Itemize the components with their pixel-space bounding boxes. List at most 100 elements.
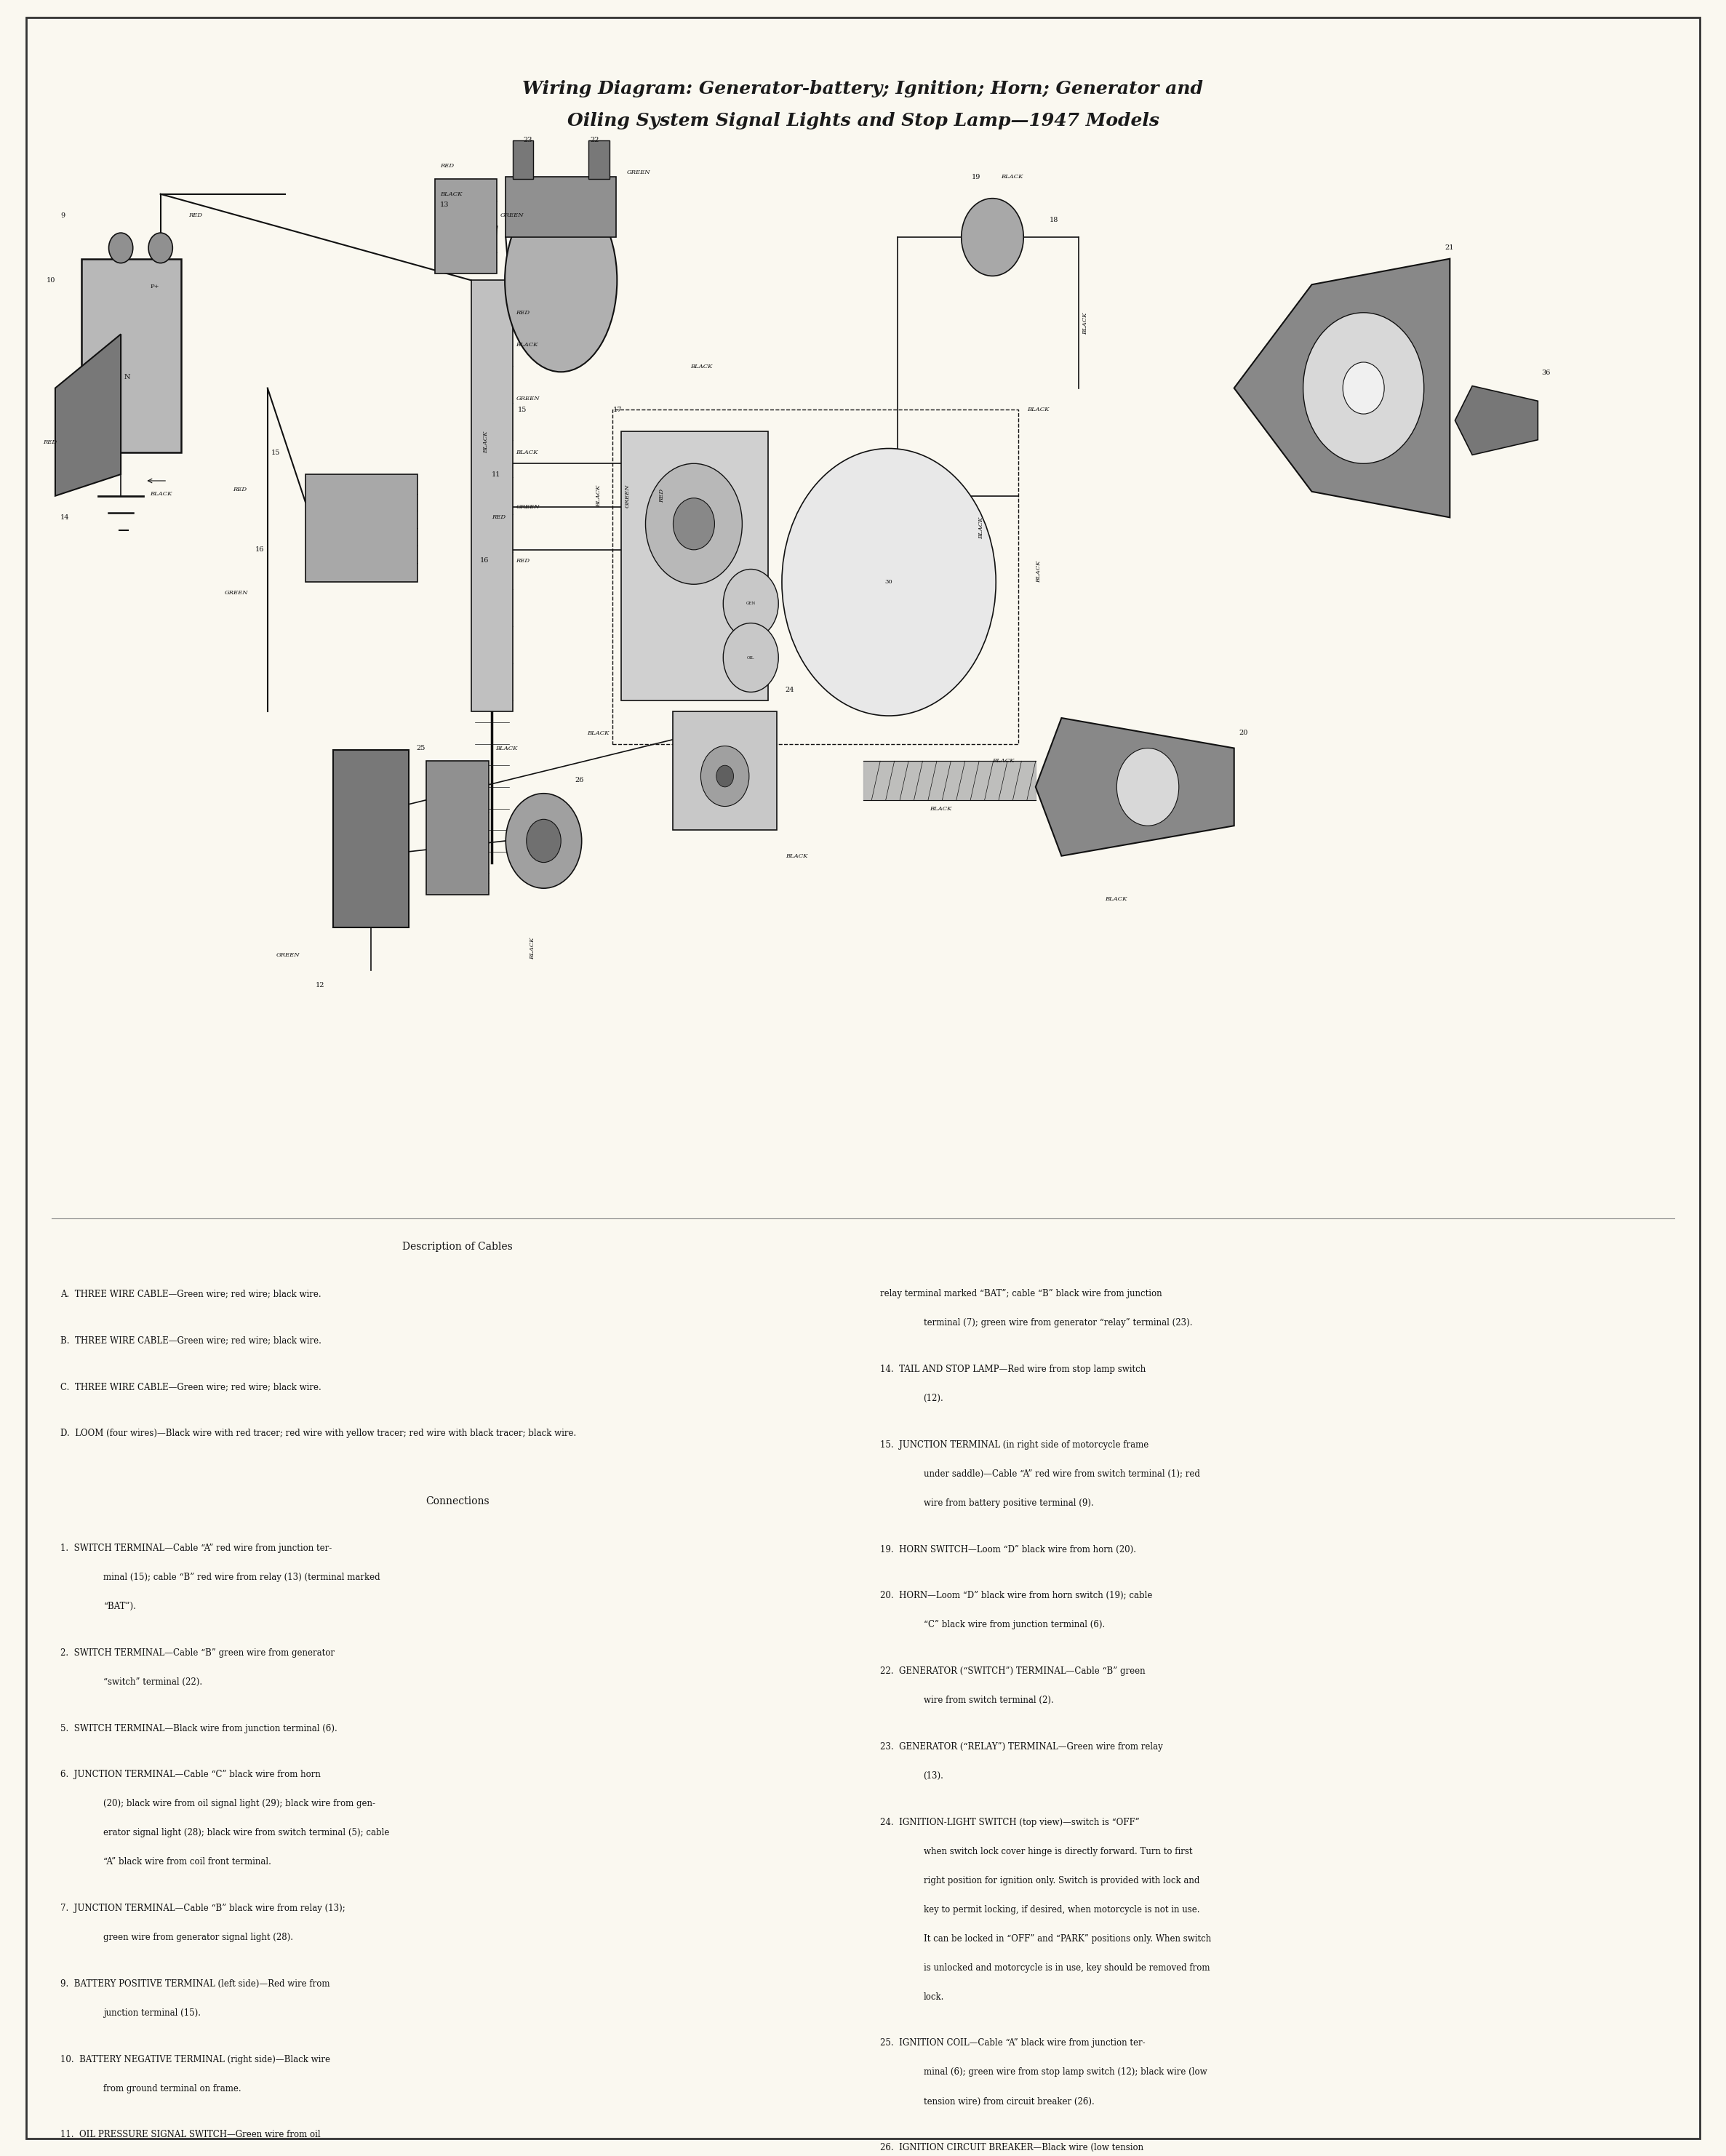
Text: A.  THREE WIRE CABLE—Green wire; red wire; black wire.: A. THREE WIRE CABLE—Green wire; red wire… [60, 1289, 321, 1298]
Text: 26.  IGNITION CIRCUIT BREAKER—Black wire (low tension: 26. IGNITION CIRCUIT BREAKER—Black wire … [880, 2143, 1144, 2152]
Text: GREEN: GREEN [501, 213, 525, 218]
Text: 14.  TAIL AND STOP LAMP—Red wire from stop lamp switch: 14. TAIL AND STOP LAMP—Red wire from sto… [880, 1365, 1146, 1373]
Text: 25: 25 [416, 744, 425, 752]
Text: BLACK: BLACK [785, 854, 808, 858]
Text: BLACK: BLACK [1036, 561, 1041, 582]
Text: wire from battery positive terminal (9).: wire from battery positive terminal (9). [923, 1498, 1094, 1507]
Text: BLACK: BLACK [587, 731, 609, 735]
Text: erator signal light (28); black wire from switch terminal (5); cable: erator signal light (28); black wire fro… [104, 1828, 390, 1837]
Bar [621, 431, 768, 701]
Text: 22.  GENERATOR (“SWITCH”) TERMINAL—Cable “B” green: 22. GENERATOR (“SWITCH”) TERMINAL—Cable … [880, 1667, 1146, 1675]
Text: BLACK: BLACK [992, 759, 1015, 763]
Text: 25.  IGNITION COIL—Cable “A” black wire from junction ter-: 25. IGNITION COIL—Cable “A” black wire f… [880, 2040, 1146, 2048]
Circle shape [1303, 313, 1424, 464]
Text: GREEN: GREEN [516, 397, 540, 401]
Text: OIL: OIL [747, 655, 754, 660]
Text: 15: 15 [518, 405, 526, 414]
Text: Oiling System Signal Lights and Stop Lamp—1947 Models: Oiling System Signal Lights and Stop Lam… [566, 112, 1160, 129]
Circle shape [1343, 362, 1384, 414]
Text: 17: 17 [613, 405, 621, 414]
Text: under saddle)—Cable “A” red wire from switch terminal (1); red: under saddle)—Cable “A” red wire from sw… [923, 1470, 1200, 1479]
Text: 2.  SWITCH TERMINAL—Cable “B” green wire from generator: 2. SWITCH TERMINAL—Cable “B” green wire … [60, 1649, 335, 1658]
Circle shape [109, 233, 133, 263]
Text: 24.  IGNITION-LIGHT SWITCH (top view)—switch is “OFF”: 24. IGNITION-LIGHT SWITCH (top view)—swi… [880, 1818, 1139, 1826]
Text: tension wire) from circuit breaker (26).: tension wire) from circuit breaker (26). [923, 2098, 1094, 2106]
Text: RED: RED [43, 440, 57, 444]
Text: 19: 19 [972, 172, 980, 181]
Bar [426, 761, 488, 895]
Text: “C” black wire from junction terminal (6).: “C” black wire from junction terminal (6… [923, 1621, 1105, 1630]
Text: “switch” terminal (22).: “switch” terminal (22). [104, 1677, 202, 1686]
Text: wire from switch terminal (2).: wire from switch terminal (2). [923, 1697, 1053, 1705]
Text: relay terminal marked “BAT”; cable “B” black wire from junction: relay terminal marked “BAT”; cable “B” b… [880, 1289, 1162, 1298]
Text: 6.  JUNCTION TERMINAL—Cable “C” black wire from horn: 6. JUNCTION TERMINAL—Cable “C” black wir… [60, 1770, 321, 1779]
Text: BLACK: BLACK [495, 746, 518, 750]
Text: is unlocked and motorcycle is in use, key should be removed from: is unlocked and motorcycle is in use, ke… [923, 1964, 1210, 1973]
Text: 26: 26 [575, 776, 583, 785]
Text: junction terminal (15).: junction terminal (15). [104, 2009, 200, 2018]
Text: Wiring Diagram: Generator-battery; Ignition; Horn; Generator and: Wiring Diagram: Generator-battery; Ignit… [523, 80, 1203, 97]
Text: D.  LOOM (four wires)—Black wire with red tracer; red wire with yellow tracer; r: D. LOOM (four wires)—Black wire with red… [60, 1429, 576, 1438]
Text: 5.  SWITCH TERMINAL—Black wire from junction terminal (6).: 5. SWITCH TERMINAL—Black wire from junct… [60, 1725, 337, 1733]
Text: 23: 23 [523, 136, 532, 144]
Text: BLACK: BLACK [1082, 313, 1087, 334]
Bar [306, 474, 418, 582]
Text: RED: RED [516, 310, 530, 315]
Text: BLACK: BLACK [979, 517, 984, 539]
Text: RED: RED [188, 213, 202, 218]
Text: 7.  JUNCTION TERMINAL—Cable “B” black wire from relay (13);: 7. JUNCTION TERMINAL—Cable “B” black wir… [60, 1904, 345, 1912]
Text: BLACK: BLACK [1105, 897, 1127, 901]
Text: GREEN: GREEN [516, 505, 540, 509]
Text: 9: 9 [60, 211, 66, 220]
Text: RED: RED [659, 489, 665, 502]
Bar [673, 711, 777, 830]
Text: minal (15); cable “B” red wire from relay (13) (terminal marked: minal (15); cable “B” red wire from rela… [104, 1574, 380, 1583]
Text: BLACK: BLACK [440, 192, 463, 196]
Text: key to permit locking, if desired, when motorcycle is not in use.: key to permit locking, if desired, when … [923, 1906, 1200, 1915]
Text: 18: 18 [1049, 216, 1058, 224]
Text: BLACK: BLACK [483, 431, 488, 453]
Text: RED: RED [233, 487, 247, 492]
Circle shape [526, 819, 561, 862]
Text: 13: 13 [440, 201, 449, 209]
Text: BLACK: BLACK [530, 938, 535, 959]
Text: 10: 10 [47, 276, 55, 285]
Text: “A” black wire from coil front terminal.: “A” black wire from coil front terminal. [104, 1858, 271, 1867]
Circle shape [701, 746, 749, 806]
Bar [589, 140, 609, 179]
Text: GREEN: GREEN [276, 953, 300, 957]
Circle shape [716, 765, 734, 787]
Circle shape [961, 198, 1024, 276]
Text: 10.  BATTERY NEGATIVE TERMINAL (right side)—Black wire: 10. BATTERY NEGATIVE TERMINAL (right sid… [60, 2055, 330, 2063]
Text: green wire from generator signal light (28).: green wire from generator signal light (… [104, 1934, 293, 1943]
Bar [613, 410, 1018, 744]
Text: BLACK: BLACK [150, 492, 173, 496]
Bar [513, 140, 533, 179]
Text: 21: 21 [1445, 244, 1453, 252]
Text: 19.  HORN SWITCH—Loom “D” black wire from horn (20).: 19. HORN SWITCH—Loom “D” black wire from… [880, 1546, 1136, 1554]
Ellipse shape [504, 190, 618, 371]
Bar [81, 259, 181, 453]
Text: GREEN: GREEN [224, 591, 249, 595]
Text: B.  THREE WIRE CABLE—Green wire; red wire; black wire.: B. THREE WIRE CABLE—Green wire; red wire… [60, 1337, 321, 1345]
Text: BLACK: BLACK [595, 485, 601, 507]
Text: 11.  OIL PRESSURE SIGNAL SWITCH—Green wire from oil: 11. OIL PRESSURE SIGNAL SWITCH—Green wir… [60, 2130, 321, 2139]
Text: GREEN: GREEN [625, 483, 630, 509]
Circle shape [1117, 748, 1179, 826]
Text: GREEN: GREEN [627, 170, 651, 175]
Text: N: N [124, 373, 131, 382]
Text: lock.: lock. [923, 1992, 944, 2001]
Polygon shape [1234, 259, 1450, 517]
Text: BLACK: BLACK [690, 364, 713, 369]
Text: 22: 22 [590, 136, 599, 144]
Text: (12).: (12). [923, 1395, 944, 1404]
Polygon shape [1036, 718, 1234, 856]
Text: GEN: GEN [746, 602, 756, 606]
Text: 20.  HORN—Loom “D” black wire from horn switch (19); cable: 20. HORN—Loom “D” black wire from horn s… [880, 1591, 1153, 1600]
Circle shape [723, 569, 778, 638]
Text: when switch lock cover hinge is directly forward. Turn to first: when switch lock cover hinge is directly… [923, 1848, 1193, 1856]
Text: 24: 24 [785, 686, 794, 694]
Text: RED: RED [440, 164, 454, 168]
Bar [333, 750, 409, 927]
Circle shape [646, 464, 742, 584]
